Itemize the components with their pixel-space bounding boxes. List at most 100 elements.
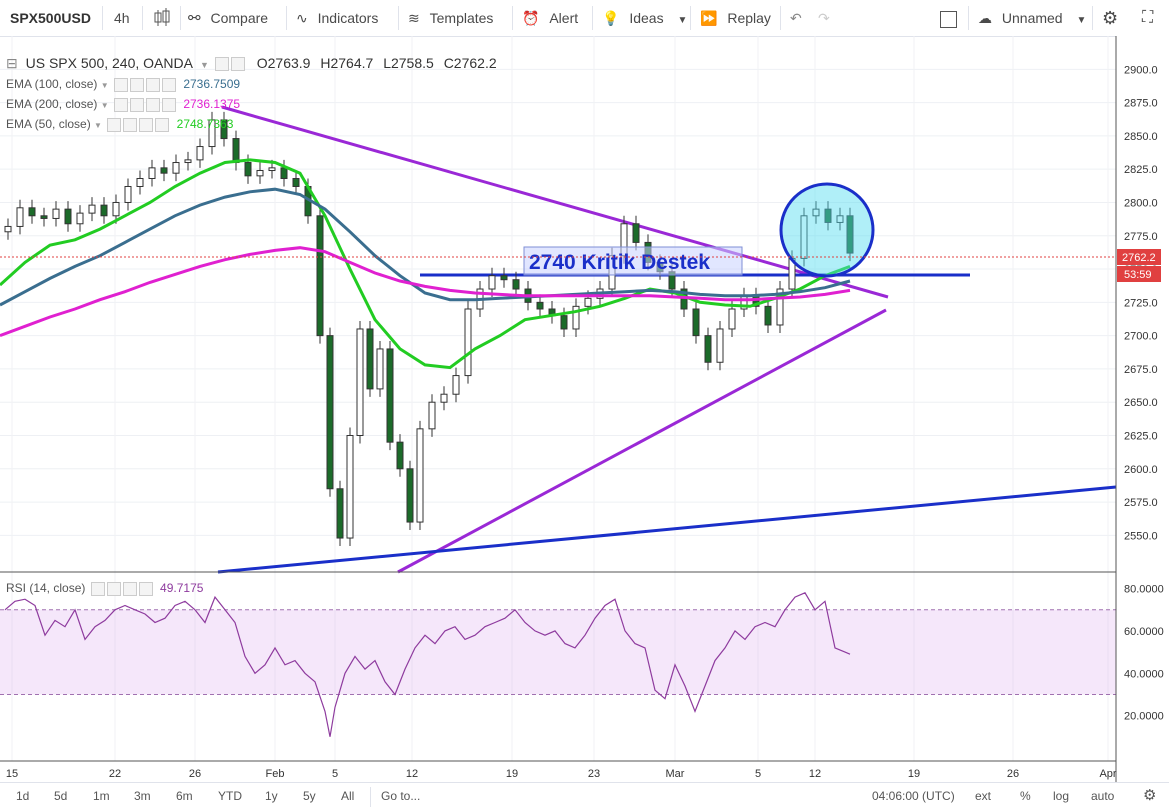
candle-body: [764, 305, 772, 326]
chevron-down-icon[interactable]: ▼: [100, 101, 109, 110]
main-legend: ⊟ US SPX 500, 240, OANDA ▼ O2763.9 H2764…: [6, 55, 497, 72]
candle-body: [280, 167, 288, 180]
interval-button[interactable]: 4h: [114, 10, 130, 26]
collapse-icon[interactable]: ⊟: [6, 55, 18, 71]
ema100-legend[interactable]: EMA (100, close) ▼ 2736.7509: [6, 77, 240, 92]
rsi-axis[interactable]: 80.0000 60.0000 40.0000 20.0000: [1124, 584, 1164, 723]
highlight-circle[interactable]: [779, 182, 875, 278]
toolbar-divider: [102, 6, 103, 30]
gear-icon[interactable]: [129, 77, 144, 92]
symbol-search-button[interactable]: SPX500USD: [10, 10, 91, 26]
time-tick-label: 19: [506, 768, 518, 780]
close-icon[interactable]: [161, 77, 176, 92]
gear-icon: ⚙: [1102, 8, 1119, 28]
extended-hours-toggle[interactable]: ext: [975, 789, 992, 803]
candle-body: [64, 208, 72, 225]
templates-button[interactable]: ≋ Templates: [408, 10, 494, 26]
ema200-legend[interactable]: EMA (200, close) ▼ 2736.1375: [6, 97, 240, 112]
undo-button[interactable]: ↶: [790, 0, 802, 36]
countdown-value: 53:59: [1124, 269, 1152, 281]
gear-icon[interactable]: [123, 117, 138, 132]
ideas-button[interactable]: 💡 Ideas ▼: [602, 10, 688, 26]
range-all-button[interactable]: All: [341, 789, 355, 803]
alert-button[interactable]: ⏰ Alert: [522, 10, 579, 26]
chevron-down-icon[interactable]: ▼: [100, 81, 109, 90]
candle-body: [88, 204, 96, 214]
chart-canvas[interactable]: 2740 Kritik Destek 2900.0 2875.0 2850.0 282…: [0, 36, 1169, 782]
delete-icon[interactable]: [122, 581, 137, 596]
price-axis[interactable]: 2900.02875.02850.02825.02800.02775.02750…: [1124, 64, 1158, 542]
candle-body: [112, 201, 120, 217]
close-icon[interactable]: [155, 117, 170, 132]
rsi-series-line: [4, 592, 851, 737]
close-icon[interactable]: [138, 581, 153, 596]
chevron-down-icon: ▼: [1076, 15, 1087, 26]
eye-icon[interactable]: [113, 77, 128, 92]
layout-name-button[interactable]: ☁ Unnamed ▼: [978, 10, 1087, 26]
price-tick-label: 2675.0: [1124, 364, 1158, 376]
candle-body: [846, 215, 854, 254]
time-tick-label: 5: [755, 768, 761, 780]
chart-style-button[interactable]: [152, 0, 174, 36]
candle-body: [196, 146, 204, 161]
chevron-down-icon[interactable]: ▼: [94, 121, 102, 130]
delete-icon[interactable]: [145, 97, 160, 112]
time-axis[interactable]: 15 22 26 Feb 5 12 19 23 Mar 5 12 19 26 Apr: [6, 768, 1117, 780]
range-6m-button[interactable]: 6m: [176, 789, 193, 803]
replay-button[interactable]: ⏩ Replay: [700, 10, 771, 26]
settings-button[interactable]: ⚙: [1102, 0, 1118, 36]
candle-body: [28, 207, 36, 217]
ohlc-open: O2763.9: [256, 55, 311, 71]
gear-icon[interactable]: [230, 57, 245, 72]
chart-properties-button[interactable]: ⚙: [1143, 783, 1156, 811]
percent-scale-toggle[interactable]: %: [1020, 789, 1031, 803]
indicators-button[interactable]: ∿ Indicators: [296, 10, 379, 26]
range-1y-button[interactable]: 1y: [265, 789, 278, 803]
eye-icon[interactable]: [90, 581, 105, 596]
auto-scale-toggle[interactable]: auto: [1091, 789, 1115, 803]
eye-icon[interactable]: [113, 97, 128, 112]
range-1d-button[interactable]: 1d: [16, 789, 30, 803]
candle-body: [172, 162, 180, 174]
range-1m-button[interactable]: 1m: [93, 789, 110, 803]
log-scale-toggle[interactable]: log: [1053, 789, 1070, 803]
support-label-box[interactable]: 2740 Kritik Destek: [523, 246, 743, 276]
ascending-trendline[interactable]: [397, 308, 887, 574]
undo-icon: ↶: [790, 10, 802, 26]
ema-series-line: [0, 158, 851, 370]
chevron-down-icon[interactable]: ▼: [200, 60, 209, 70]
range-ytd-button[interactable]: YTD: [218, 789, 242, 803]
candle-body: [500, 275, 508, 281]
compare-button[interactable]: ⚯ Compare: [188, 10, 269, 27]
range-3m-button[interactable]: 3m: [134, 789, 151, 803]
gear-icon[interactable]: [129, 97, 144, 112]
price-tick-label: 2550.0: [1124, 530, 1158, 542]
range-5d-button[interactable]: 5d: [54, 789, 68, 803]
candles-icon: [154, 8, 170, 26]
fullscreen-layout-button[interactable]: [940, 0, 957, 36]
close-icon[interactable]: [161, 97, 176, 112]
range-5y-button[interactable]: 5y: [303, 789, 316, 803]
expand-icon: ⛶: [1142, 9, 1154, 26]
utc-clock[interactable]: 04:06:00 (UTC): [872, 789, 955, 803]
ema50-legend[interactable]: EMA (50, close) ▼ 2748.7363: [6, 117, 233, 132]
rsi-band: [0, 609, 1116, 695]
rsi-legend[interactable]: RSI (14, close) 49.7175: [6, 581, 203, 596]
candle-body: [376, 348, 384, 390]
goto-button[interactable]: Go to...: [381, 789, 421, 803]
redo-button[interactable]: ↷: [818, 0, 830, 36]
candle-body: [184, 159, 192, 164]
gear-icon[interactable]: [106, 581, 121, 596]
candle-body: [52, 208, 60, 219]
long-support-trendline[interactable]: [217, 485, 1117, 574]
delete-icon[interactable]: [139, 117, 154, 132]
descending-trendline[interactable]: [221, 105, 889, 299]
time-tick-label: 12: [406, 768, 418, 780]
eye-icon[interactable]: [214, 57, 229, 72]
delete-icon[interactable]: [145, 77, 160, 92]
time-tick-label: 15: [6, 768, 18, 780]
time-tick-label: 23: [588, 768, 600, 780]
fullscreen-button[interactable]: ⛶: [1142, 0, 1153, 36]
ema-series-line: [0, 246, 851, 338]
eye-icon[interactable]: [107, 117, 122, 132]
